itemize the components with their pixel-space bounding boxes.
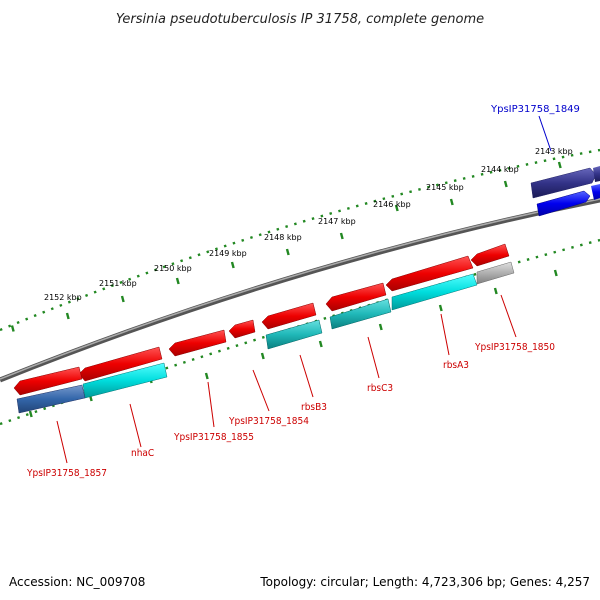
red-gene-track <box>13 243 510 396</box>
gene-rbsb3[interactable] <box>261 302 317 330</box>
cog-rbsa3[interactable] <box>391 273 478 311</box>
kbp-label: 2147 kbp <box>318 217 356 226</box>
outer-major-ticks <box>10 161 562 332</box>
kbp-label: 2151 kbp <box>99 279 137 288</box>
gene-ypsip31758-1849-cog[interactable] <box>530 167 597 199</box>
kbp-label: 2143 kbp <box>535 147 573 156</box>
gene-label-leaders <box>56 115 552 464</box>
gene-labels: YpsIP31758_1849 YpsIP31758_1850 rbsA3 rb… <box>26 104 580 479</box>
gene-rbsc3[interactable] <box>325 282 387 312</box>
gene-label-rbsc3[interactable]: rbsC3 <box>367 383 393 394</box>
genome-title: Yersinia pseudotuberculosis IP 31758, co… <box>116 12 484 27</box>
accession-text: Accession: NC_009708 <box>9 575 145 589</box>
topology-text: Topology: circular; Length: 4,723,306 bp… <box>259 575 590 589</box>
kbp-label: 2145 kbp <box>426 183 464 192</box>
cog-track <box>16 261 515 414</box>
kbp-label: 2146 kbp <box>373 200 411 209</box>
gene-ypsip31758-1855[interactable] <box>168 329 227 357</box>
cog-rbsb3[interactable] <box>265 319 323 350</box>
gene-rbsa3[interactable] <box>385 255 474 292</box>
gene-ypsip31758-1850[interactable] <box>470 243 510 267</box>
cog-nhac[interactable] <box>82 362 168 399</box>
gene-ypsip31758-1854[interactable] <box>228 319 256 339</box>
kbp-label: 2148 kbp <box>264 233 302 242</box>
gene-ypsip31758-1857[interactable] <box>13 366 83 396</box>
gene-forward-navy-2[interactable] <box>593 166 600 182</box>
inner-major-ticks <box>28 269 558 418</box>
gene-label-nhac[interactable]: nhaC <box>131 448 154 459</box>
gene-ypsip31758-1849[interactable] <box>536 190 591 217</box>
gene-label-rbsb3[interactable]: rbsB3 <box>301 402 327 413</box>
cog-ypsip31758-1857[interactable] <box>16 384 86 414</box>
gene-label-ypsip31758-1857[interactable]: YpsIP31758_1857 <box>26 468 107 479</box>
gene-label-ypsip31758-1849[interactable]: YpsIP31758_1849 <box>490 104 580 115</box>
genome-backbone <box>0 197 600 383</box>
gene-label-ypsip31758-1855[interactable]: YpsIP31758_1855 <box>173 432 254 443</box>
cog-rbsc3[interactable] <box>329 298 392 330</box>
cog-ypsip31758-1850[interactable] <box>476 261 515 285</box>
kbp-labels: 2143 kbp 2144 kbp 2145 kbp 2146 kbp 2147… <box>44 147 573 302</box>
kbp-label: 2150 kbp <box>154 264 192 273</box>
gene-label-ypsip31758-1850[interactable]: YpsIP31758_1850 <box>474 342 555 353</box>
kbp-label: 2152 kbp <box>44 293 82 302</box>
gene-label-ypsip31758-1854[interactable]: YpsIP31758_1854 <box>228 416 309 427</box>
gene-label-rbsa3[interactable]: rbsA3 <box>443 360 469 371</box>
genome-backbone-highlight <box>0 198 600 380</box>
kbp-label: 2144 kbp <box>481 165 519 174</box>
gene-forward-blue-2[interactable] <box>591 184 600 200</box>
kbp-label: 2149 kbp <box>209 249 247 258</box>
